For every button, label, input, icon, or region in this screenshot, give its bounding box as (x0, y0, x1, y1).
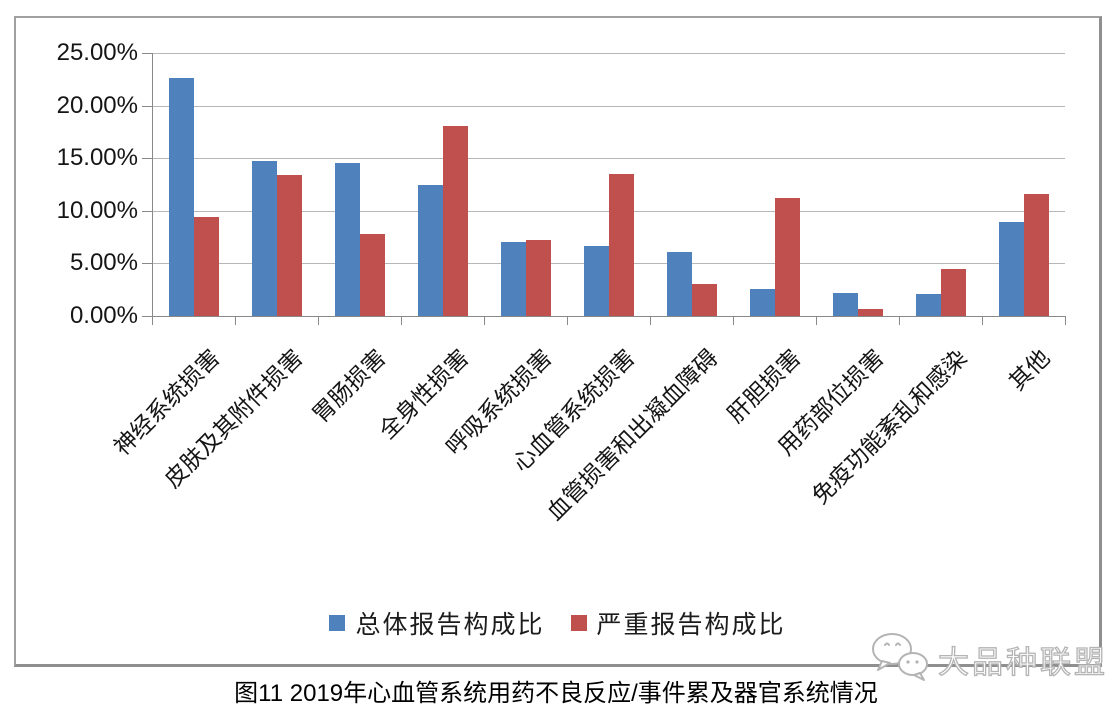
x-tick (816, 316, 817, 325)
bar (940, 268, 966, 316)
x-tick (484, 316, 485, 325)
legend-swatch-blue (329, 615, 346, 631)
gridline-20 (152, 105, 1065, 107)
bar (193, 217, 219, 316)
chart-frame: 25.00% 20.00% 15.00% 10.00% 5.00% 0.00% 神经系统损… (14, 16, 1102, 667)
bar (998, 222, 1024, 316)
bar (832, 292, 858, 316)
watermark-text: 大品种联盟 (937, 644, 1108, 680)
x-tick (152, 316, 153, 325)
bar (525, 240, 551, 316)
bar (276, 175, 302, 316)
bar (608, 173, 634, 316)
gridline-25 (152, 53, 1065, 54)
legend-swatch-red (570, 615, 587, 631)
x-tick (650, 316, 651, 325)
chart-content: 25.00% 20.00% 15.00% 10.00% 5.00% 0.00% 神经系统损… (16, 18, 1099, 664)
bar (915, 293, 941, 316)
x-tick (235, 316, 236, 325)
bar (168, 78, 194, 316)
bar (500, 242, 526, 316)
plot-area (142, 53, 1066, 325)
bar (749, 288, 775, 316)
y-tick (142, 53, 152, 54)
bar (691, 284, 717, 316)
bar (774, 198, 800, 316)
gridline-15 (152, 158, 1065, 160)
bar (251, 161, 277, 316)
y-tick (142, 316, 152, 317)
y-tick (142, 158, 152, 160)
x-tick (899, 316, 900, 325)
y-axis-label: 15.00% (56, 144, 138, 172)
bar (417, 184, 443, 316)
legend: 总体报告构成比 严重报告构成比 (16, 605, 1099, 641)
y-tick (142, 210, 152, 212)
x-tick (982, 316, 983, 325)
wechat-bubbles-icon (870, 632, 932, 687)
y-axis-label: 5.00% (69, 249, 138, 277)
bar (583, 245, 609, 316)
bar (1023, 193, 1049, 316)
watermark: 大品种联盟 (870, 632, 1108, 687)
gridline-0 (152, 316, 1065, 317)
y-axis-label: 25.00% (56, 39, 138, 66)
x-tick (733, 316, 734, 325)
x-tick (318, 316, 319, 325)
x-tick (567, 316, 568, 325)
bar (857, 308, 883, 316)
x-tick (1065, 316, 1066, 325)
y-axis-label: 20.00% (56, 91, 138, 119)
figure-caption: 图11 2019年心血管系统用药不良反应/事件累及器官系统情况 (234, 680, 878, 707)
y-tick (142, 105, 152, 107)
legend-item-total: 总体报告构成比 (329, 605, 544, 641)
bar (666, 251, 692, 316)
y-tick (142, 263, 152, 265)
legend-item-serious: 严重报告构成比 (570, 605, 786, 641)
x-tick (401, 316, 402, 325)
y-axis-line (152, 53, 153, 325)
bar (442, 125, 468, 316)
y-axis-label: 10.00% (56, 196, 138, 224)
bar (334, 163, 360, 316)
legend-label: 总体报告构成比 (355, 611, 545, 639)
y-axis-label: 0.00% (69, 302, 138, 329)
legend-label: 严重报告构成比 (596, 611, 786, 639)
bar (359, 233, 385, 316)
